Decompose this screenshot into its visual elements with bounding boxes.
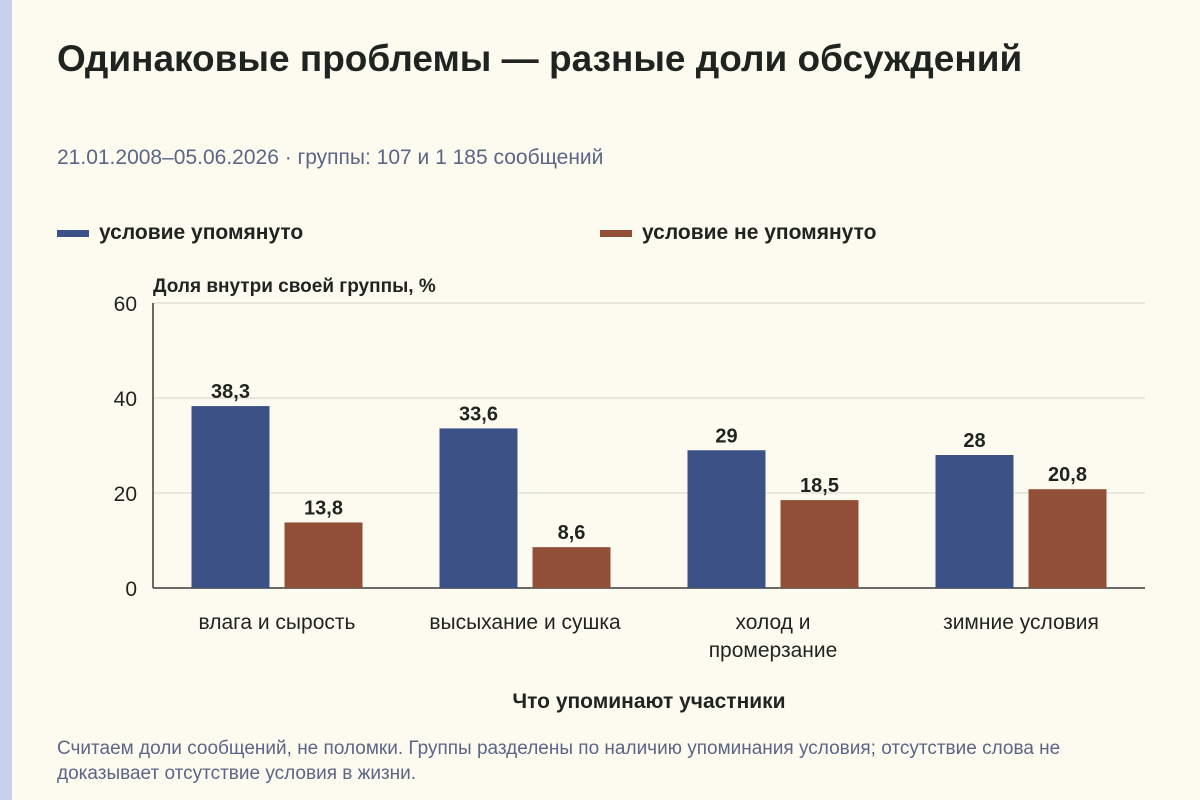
data-label: 8,6 (558, 522, 586, 544)
bar-not-mentioned (1028, 489, 1107, 588)
data-label: 38,3 (211, 381, 250, 403)
legend-swatch-mentioned (57, 229, 89, 237)
y-tick-label: 20 (114, 483, 137, 506)
legend-label-mentioned: условие упомянуто (99, 221, 304, 244)
bar-mentioned (935, 455, 1014, 588)
data-label: 28 (963, 430, 985, 452)
y-tick-label: 40 (114, 388, 137, 411)
bar-chart: 0 20 40 60 Доля внутри своей группы, % 38,3 13… (114, 276, 1145, 713)
legend-item-mentioned: условие упомянуто (57, 220, 303, 246)
chart-title: Одинаковые проблемы — разные доли обсужд… (57, 38, 1023, 79)
data-label: 13,8 (304, 497, 343, 519)
x-tick-label: влага и сырость (199, 611, 356, 634)
bar-mentioned (687, 450, 766, 588)
legend-swatch-not-mentioned (600, 229, 632, 237)
y-axis-label: Доля внутри своей группы, % (153, 276, 436, 297)
chart-subtitle: 21.01.2008–05.06.2026 · группы: 107 и 1 … (57, 146, 604, 169)
data-label: 18,5 (800, 475, 839, 497)
y-tick-label: 60 (114, 293, 137, 316)
legend-item-not-mentioned: условие не упомянуто (600, 220, 876, 246)
data-label: 33,6 (459, 403, 498, 425)
left-accent-stripe (0, 0, 12, 800)
bar-not-mentioned (780, 500, 859, 588)
y-tick-label: 0 (125, 578, 137, 601)
x-tick-label: промерзание (709, 639, 838, 662)
x-tick-label: холод и (735, 611, 810, 634)
data-label: 20,8 (1048, 464, 1087, 486)
bar-not-mentioned (284, 522, 363, 588)
x-tick-label: зимние условия (943, 611, 1099, 634)
bar-mentioned (191, 406, 270, 588)
x-tick-label: высыхание и сушка (429, 611, 621, 634)
bar-not-mentioned (532, 547, 611, 588)
chart-footnote: Считаем доли сообщений, не поломки. Груп… (57, 738, 1061, 784)
legend-label-not-mentioned: условие не упомянуто (642, 221, 877, 244)
data-label: 29 (715, 425, 737, 447)
x-axis-label: Что упоминают участники (512, 690, 785, 713)
bar-mentioned (439, 428, 518, 588)
